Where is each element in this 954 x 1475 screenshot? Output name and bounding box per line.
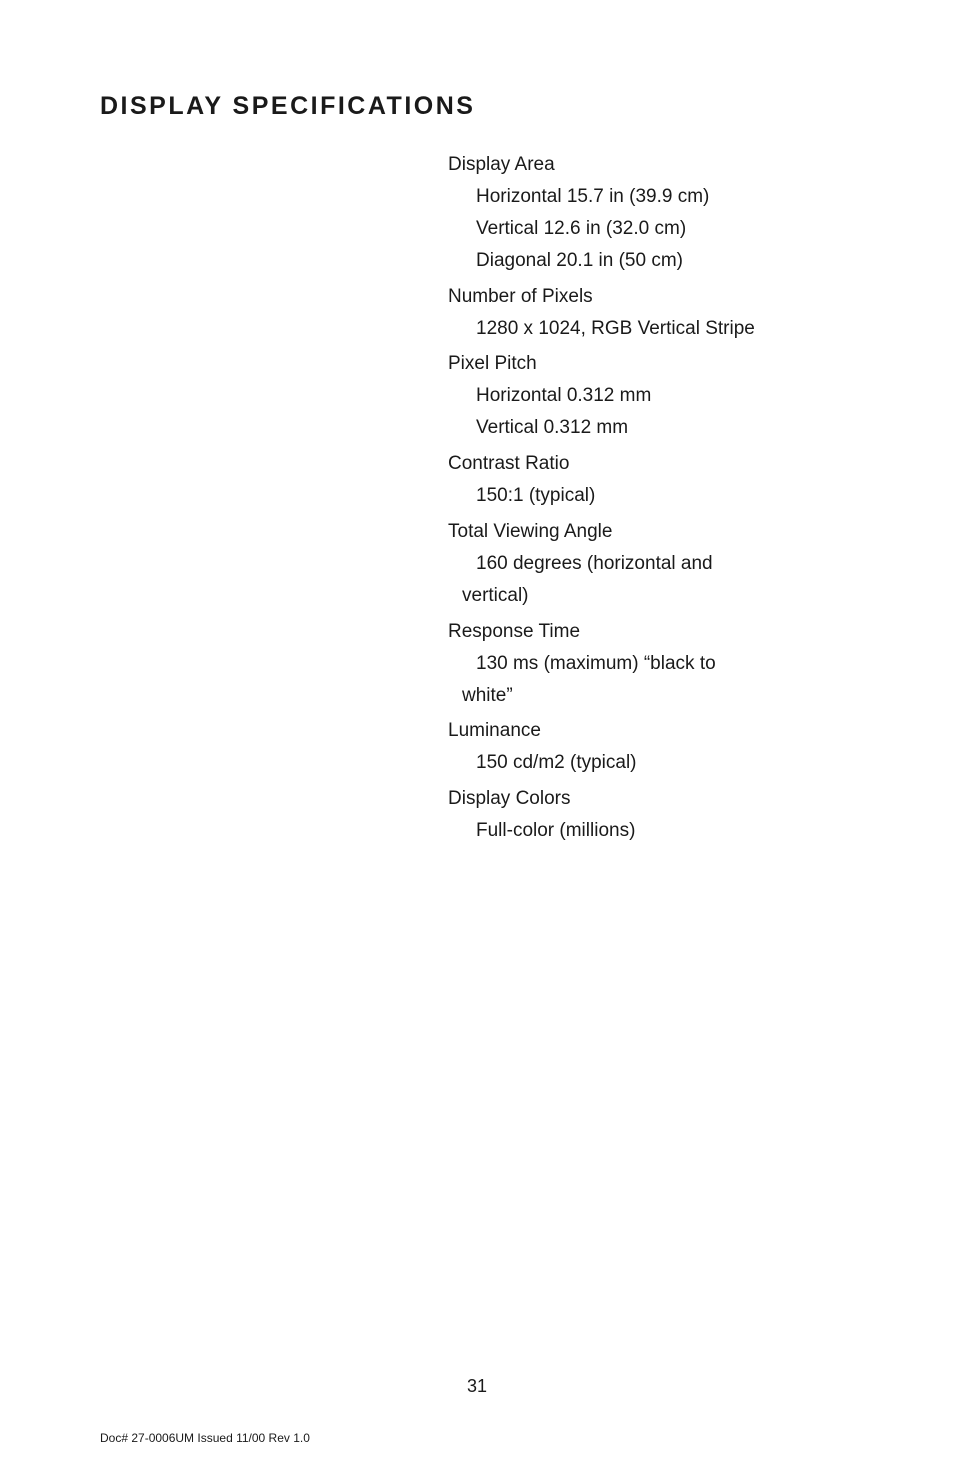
contrast-value: 150:1 (typical)	[448, 480, 868, 512]
viewing-angle-line1: 160 degrees (horizontal and	[462, 548, 868, 580]
display-area-diagonal: Diagonal 20.1 in (50 cm)	[448, 245, 868, 277]
response-label: Response Time	[448, 616, 868, 648]
viewing-angle-line2: vertical)	[462, 585, 529, 606]
pixel-pitch-label: Pixel Pitch	[448, 348, 868, 380]
display-area-horizontal: Horizontal 15.7 in (39.9 cm)	[448, 181, 868, 213]
display-area-label: Display Area	[448, 149, 868, 181]
response-value: 130 ms (maximum) “black to white”	[448, 648, 868, 712]
pixels-value: 1280 x 1024, RGB Vertical Stripe	[448, 313, 868, 345]
document-page: DISPLAY SPECIFICATIONS Display Area Hori…	[0, 0, 954, 1475]
response-line2: white”	[462, 685, 513, 706]
display-area-vertical: Vertical 12.6 in (32.0 cm)	[448, 213, 868, 245]
pixel-pitch-horizontal: Horizontal 0.312 mm	[448, 380, 868, 412]
colors-label: Display Colors	[448, 783, 868, 815]
page-number: 31	[0, 1376, 954, 1397]
response-line1: 130 ms (maximum) “black to	[462, 648, 868, 680]
document-footer: Doc# 27-0006UM Issued 11/00 Rev 1.0	[100, 1431, 310, 1445]
pixels-label: Number of Pixels	[448, 281, 868, 313]
viewing-angle-value: 160 degrees (horizontal and vertical)	[448, 548, 868, 612]
section-heading: DISPLAY SPECIFICATIONS	[100, 92, 854, 121]
viewing-angle-label: Total Viewing Angle	[448, 516, 868, 548]
luminance-label: Luminance	[448, 715, 868, 747]
luminance-value: 150 cd/m2 (typical)	[448, 747, 868, 779]
contrast-label: Contrast Ratio	[448, 448, 868, 480]
pixel-pitch-vertical: Vertical 0.312 mm	[448, 412, 868, 444]
colors-value: Full-color (millions)	[448, 815, 868, 847]
spec-content: Display Area Horizontal 15.7 in (39.9 cm…	[448, 149, 868, 847]
